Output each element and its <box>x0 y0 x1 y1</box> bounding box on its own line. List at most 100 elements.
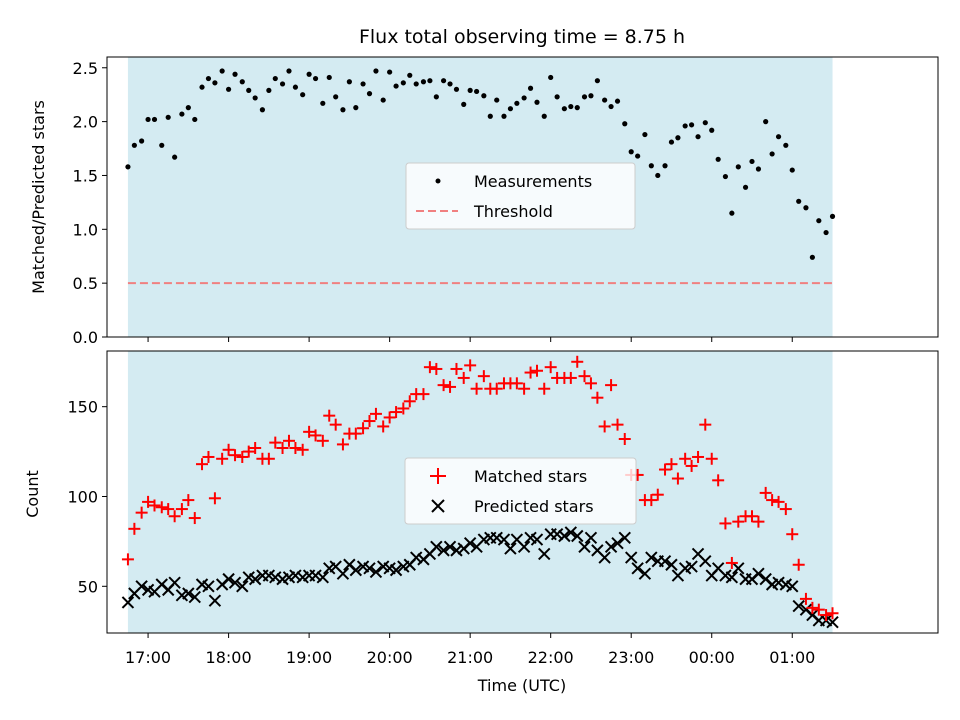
measurement-point <box>622 121 628 127</box>
measurement-point <box>387 69 393 75</box>
measurement-point <box>199 84 205 90</box>
predicted-star-point <box>490 531 503 545</box>
measurement-point <box>165 114 171 120</box>
measurement-point <box>145 116 151 123</box>
matched-star-point <box>732 515 745 528</box>
measurement-point <box>541 113 547 119</box>
measurement-point <box>440 78 447 84</box>
legend-predicted-marker <box>431 499 445 513</box>
predicted-star-point <box>732 562 745 575</box>
measurement-point <box>521 95 527 101</box>
matched-star-point <box>222 443 235 456</box>
matched-star-point <box>316 434 329 447</box>
predicted-star-point <box>786 580 799 593</box>
predicted-star-point <box>121 596 135 609</box>
x-tick-label: 22:00 <box>528 648 574 667</box>
matched-star-point <box>323 409 336 422</box>
predicted-star-point <box>725 571 739 584</box>
measurement-point <box>259 107 266 113</box>
matched-star-point <box>363 415 376 428</box>
predicted-star-point <box>168 576 181 589</box>
predicted-star-point <box>236 580 249 593</box>
predicted-star-point <box>182 587 195 600</box>
measurement-point <box>413 81 419 87</box>
x-tick-label: 01:00 <box>769 648 815 667</box>
bottom-plot-frame <box>106 350 939 634</box>
measurement-point <box>796 198 802 204</box>
predicted-star-point <box>208 594 222 607</box>
predicted-star-point <box>363 562 376 575</box>
matched-star-point <box>369 407 382 420</box>
matched-star-point <box>296 443 309 456</box>
measurement-point <box>353 105 359 111</box>
predicted-star-point <box>571 529 584 543</box>
matched-star-point <box>578 370 591 383</box>
predicted-star-point <box>316 571 330 584</box>
matched-star-point <box>135 506 148 519</box>
matched-star-point <box>457 371 470 384</box>
bottom-legend: Matched stars Predicted stars <box>404 457 637 525</box>
measurement-point <box>735 164 741 170</box>
matched-star-point <box>155 501 168 514</box>
matched-star-point <box>403 395 416 408</box>
measurement-point <box>474 88 480 95</box>
chart-title: Flux total observing time = 8.75 h <box>359 26 685 48</box>
bottom-y-axis-label: Count <box>23 470 42 518</box>
x-tick-label: 20:00 <box>367 648 413 667</box>
x-axis-label: Time (UTC) <box>477 676 566 695</box>
matched-star-point <box>357 422 370 435</box>
matched-star-point <box>772 495 785 508</box>
matched-star-point <box>705 452 718 465</box>
bottom-y-tick-label: 150 <box>67 398 98 417</box>
legend-predicted-label: Predicted stars <box>474 497 594 516</box>
predicted-star-point <box>389 563 403 577</box>
matched-star-point <box>303 425 316 438</box>
matched-star-point <box>269 436 282 449</box>
predicted-star-point <box>598 551 611 564</box>
measurement-point <box>420 79 427 85</box>
top-x-tick-marks <box>147 337 793 342</box>
matched-star-point <box>564 371 577 384</box>
matched-star-point <box>336 438 349 451</box>
matched-star-point <box>645 494 658 507</box>
measurement-point <box>239 79 245 85</box>
top-plot-frame <box>106 56 939 338</box>
matched-star-point <box>309 429 322 442</box>
measurement-point <box>300 92 306 98</box>
legend-matched-marker <box>430 468 446 484</box>
measurement-point <box>400 80 406 86</box>
matched-star-point <box>282 434 295 447</box>
top-y-tick-label: 1.0 <box>73 220 98 239</box>
bottom-y-tick-label: 50 <box>78 577 98 596</box>
matched-star-point <box>242 445 255 458</box>
predicted-star-point <box>611 536 624 550</box>
measurement-point <box>809 254 815 260</box>
measurement-point <box>702 120 708 126</box>
matched-star-point <box>712 474 725 487</box>
matched-star-point <box>584 377 597 390</box>
predicted-star-point <box>135 580 148 593</box>
top-y-tick-label: 2.5 <box>73 59 98 78</box>
predicted-star-point <box>530 533 544 546</box>
matched-star-point <box>349 427 362 440</box>
predicted-star-point <box>558 529 571 543</box>
measurement-point <box>494 97 500 103</box>
matched-star-point <box>276 441 289 454</box>
measurement-point <box>393 83 399 89</box>
measurement-point <box>548 74 554 81</box>
measurement-point <box>783 142 789 148</box>
matched-star-point <box>208 492 221 505</box>
legend-measurements-label: Measurements <box>474 172 592 191</box>
measurement-point <box>320 100 326 106</box>
measurement-point <box>172 154 178 160</box>
matched-star-point <box>766 494 779 507</box>
predicted-star-point <box>604 540 618 553</box>
measurement-point <box>769 151 775 157</box>
predicted-star-point <box>504 542 517 555</box>
measurement-point <box>648 163 654 169</box>
predicted-star-point <box>443 540 457 553</box>
measurement-point <box>139 138 145 144</box>
predicted-star-point <box>228 576 242 589</box>
measurement-point <box>279 81 286 87</box>
